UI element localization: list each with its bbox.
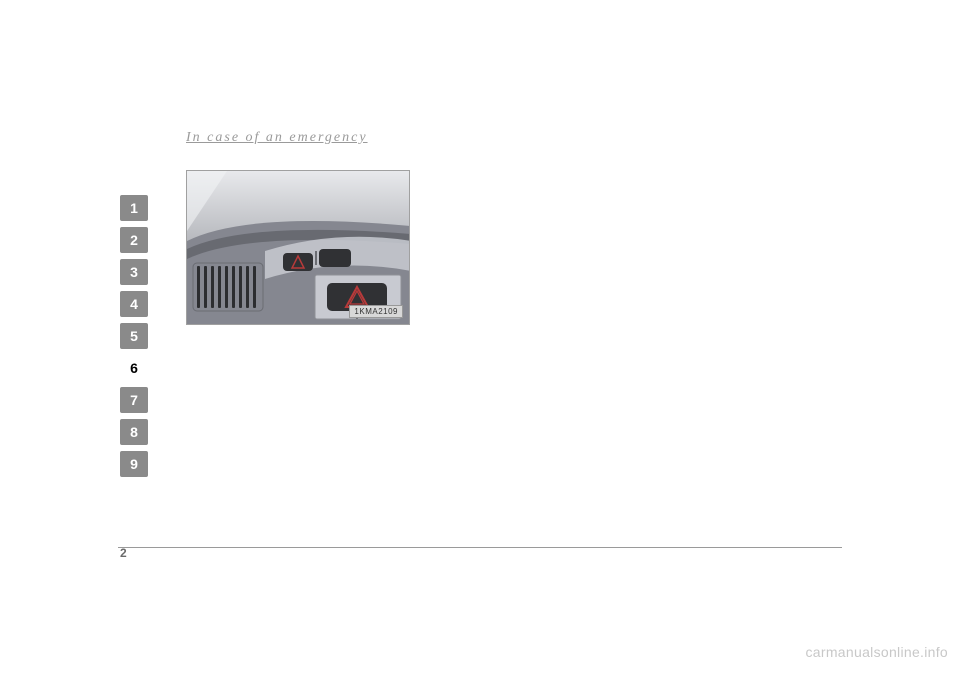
watermark-text: carmanualsonline.info: [806, 644, 949, 660]
chapter-tab-2: 2: [120, 227, 148, 253]
chapter-tab-3: 3: [120, 259, 148, 285]
photo-reference-code: 1KMA2109: [349, 305, 403, 318]
chapter-tab-7: 7: [120, 387, 148, 413]
chapter-tab-9: 9: [120, 451, 148, 477]
page-number: 2: [120, 546, 127, 560]
section-header: In case of an emergency: [186, 130, 368, 146]
chapter-tab-6: 6: [120, 355, 148, 381]
chapter-tab-1: 1: [120, 195, 148, 221]
chapter-tab-8: 8: [120, 419, 148, 445]
chapter-tab-4: 4: [120, 291, 148, 317]
dashboard-illustration: [187, 171, 410, 325]
dashboard-photo: 1KMA2109: [186, 170, 410, 325]
chapter-tab-5: 5: [120, 323, 148, 349]
chapter-tabs: 1 2 3 4 5 6 7 8 9: [120, 195, 148, 477]
footer-divider: [118, 547, 842, 548]
